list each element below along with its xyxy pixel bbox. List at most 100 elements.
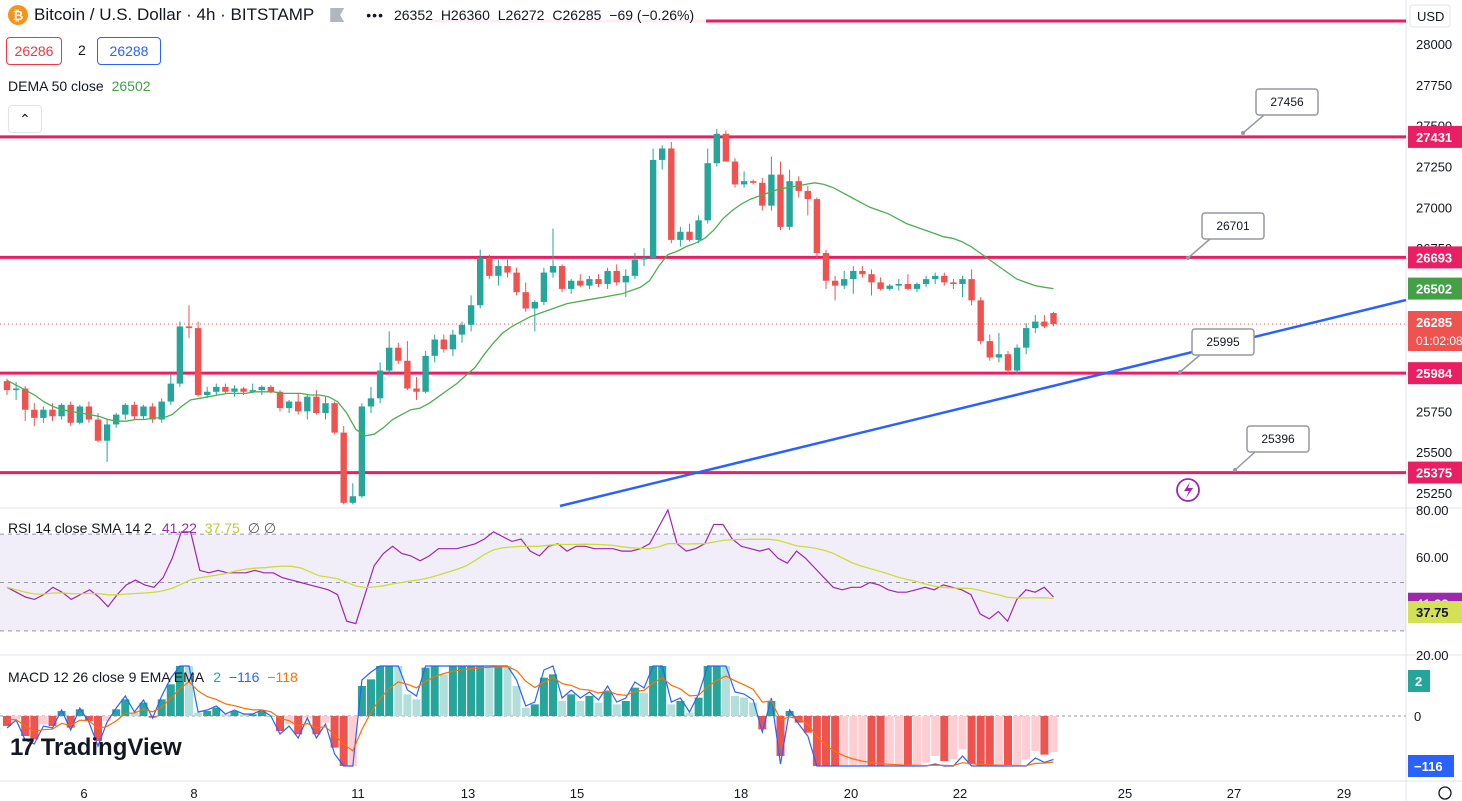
candle-body [213, 386, 220, 392]
buy-price-button[interactable]: 26288 [97, 37, 161, 65]
macd-bar [230, 711, 239, 716]
candle-body [695, 220, 702, 240]
time-tick: 25 [1118, 786, 1132, 801]
macd-bar [994, 716, 1003, 766]
callout-label: 27456 [1270, 95, 1304, 109]
macd-bar [630, 687, 639, 716]
macd-bar [776, 716, 785, 756]
candle-body [595, 279, 602, 285]
candles [3, 128, 1057, 505]
candle-body [868, 274, 875, 283]
macd-legend[interactable]: MACD 12 26 close 9 EMA EMA 2 −116 −118 [8, 669, 298, 685]
dema-legend[interactable]: DEMA 50 close 26502 [8, 78, 151, 94]
level-price-tag [1408, 246, 1462, 269]
macd-bar [676, 701, 685, 716]
callout-pointer [1234, 451, 1256, 471]
candle-body [349, 496, 356, 503]
candle-body [922, 279, 930, 285]
macd-bar [567, 694, 576, 716]
macd-line [6, 665, 1054, 767]
candle-body [131, 404, 138, 417]
price-tick: 27250 [1416, 159, 1452, 174]
candle-body [340, 432, 347, 503]
candle-body [140, 406, 147, 417]
macd-bar [1049, 716, 1058, 753]
rsi-tick: 60.00 [1416, 550, 1449, 565]
macd-bar [39, 716, 48, 725]
candle-body [686, 231, 693, 240]
candle-body [1023, 328, 1030, 348]
macd-bar [749, 702, 758, 716]
lightning-icon-bolt [1184, 482, 1193, 498]
candle-body [495, 266, 502, 276]
level-price-tag [1408, 461, 1462, 484]
time-tick: 8 [190, 786, 197, 801]
macd-bar [976, 716, 985, 766]
time-tick: 6 [80, 786, 87, 801]
macd-bar [376, 666, 385, 716]
more-options-icon[interactable]: ••• [366, 7, 384, 23]
callout-pointer [1242, 114, 1265, 134]
time-tick: 15 [570, 786, 584, 801]
candle-body [813, 199, 821, 253]
macd-bar [621, 701, 630, 716]
callout-anchor [1186, 256, 1190, 260]
rsi-legend[interactable]: RSI 14 close SMA 14 2 41.22 37.75 ∅ ∅ [8, 520, 276, 537]
candle-body [713, 133, 720, 164]
macd-bar [175, 666, 184, 716]
macd-bar [367, 679, 375, 716]
callout-anchor [1233, 468, 1237, 472]
macd-bar [640, 692, 648, 716]
macd-bar [448, 666, 457, 716]
candle-body [932, 275, 939, 280]
macd-bar [294, 716, 303, 735]
collapse-legend-button[interactable]: ⌃ [8, 105, 42, 133]
time-tick: 11 [351, 786, 365, 801]
macd-bar [12, 716, 21, 720]
macd-bar [685, 712, 694, 716]
candle-body [185, 326, 193, 329]
candle-body [304, 396, 311, 412]
sell-price-button[interactable]: 26286 [6, 37, 62, 65]
macd-bar [185, 666, 193, 716]
candle-body [231, 388, 238, 392]
flag-icon[interactable] [330, 8, 345, 22]
candle-body [167, 383, 174, 402]
callout-box [1191, 328, 1255, 356]
callout-label: 26701 [1216, 219, 1250, 233]
candle-body [467, 305, 475, 325]
callout-box [1255, 88, 1319, 116]
lightning-icon [1176, 478, 1200, 502]
candle-body [194, 328, 202, 396]
symbol-header[interactable]: ₿ Bitcoin / U.S. Dollar · 4h · BITSTAMP … [0, 0, 707, 30]
candle-body [850, 270, 857, 280]
candle-body [285, 401, 293, 409]
macd-bar [812, 716, 821, 766]
macd-bar [703, 666, 712, 716]
candle-body [413, 388, 420, 392]
macd-bar [321, 716, 330, 723]
macd-bar [348, 716, 357, 766]
candle-body [841, 279, 848, 286]
macd-bar [667, 704, 676, 716]
candle-body [367, 398, 375, 407]
candle-body [313, 396, 320, 413]
rsi-sma-tag [1408, 601, 1462, 624]
macd-bar [312, 716, 321, 735]
ohlc-change: −69 (−0.26%) [609, 7, 695, 23]
macd-bar [48, 716, 57, 726]
last-price-label: 26285 [1416, 315, 1452, 330]
callout-box [1246, 425, 1310, 453]
candle-body [94, 419, 102, 441]
tradingview-logo[interactable]: 17 TradingView [10, 734, 182, 762]
callout-anchor [1241, 131, 1245, 135]
candle-body [513, 272, 520, 293]
time-tick: 13 [461, 786, 475, 801]
candle-body [586, 279, 593, 286]
symbol-title[interactable]: Bitcoin / U.S. Dollar · 4h · BITSTAMP [34, 5, 315, 24]
macd-bar [476, 666, 485, 716]
candle-body [649, 159, 657, 258]
macd-bar [485, 666, 494, 716]
candle-body [941, 275, 948, 283]
